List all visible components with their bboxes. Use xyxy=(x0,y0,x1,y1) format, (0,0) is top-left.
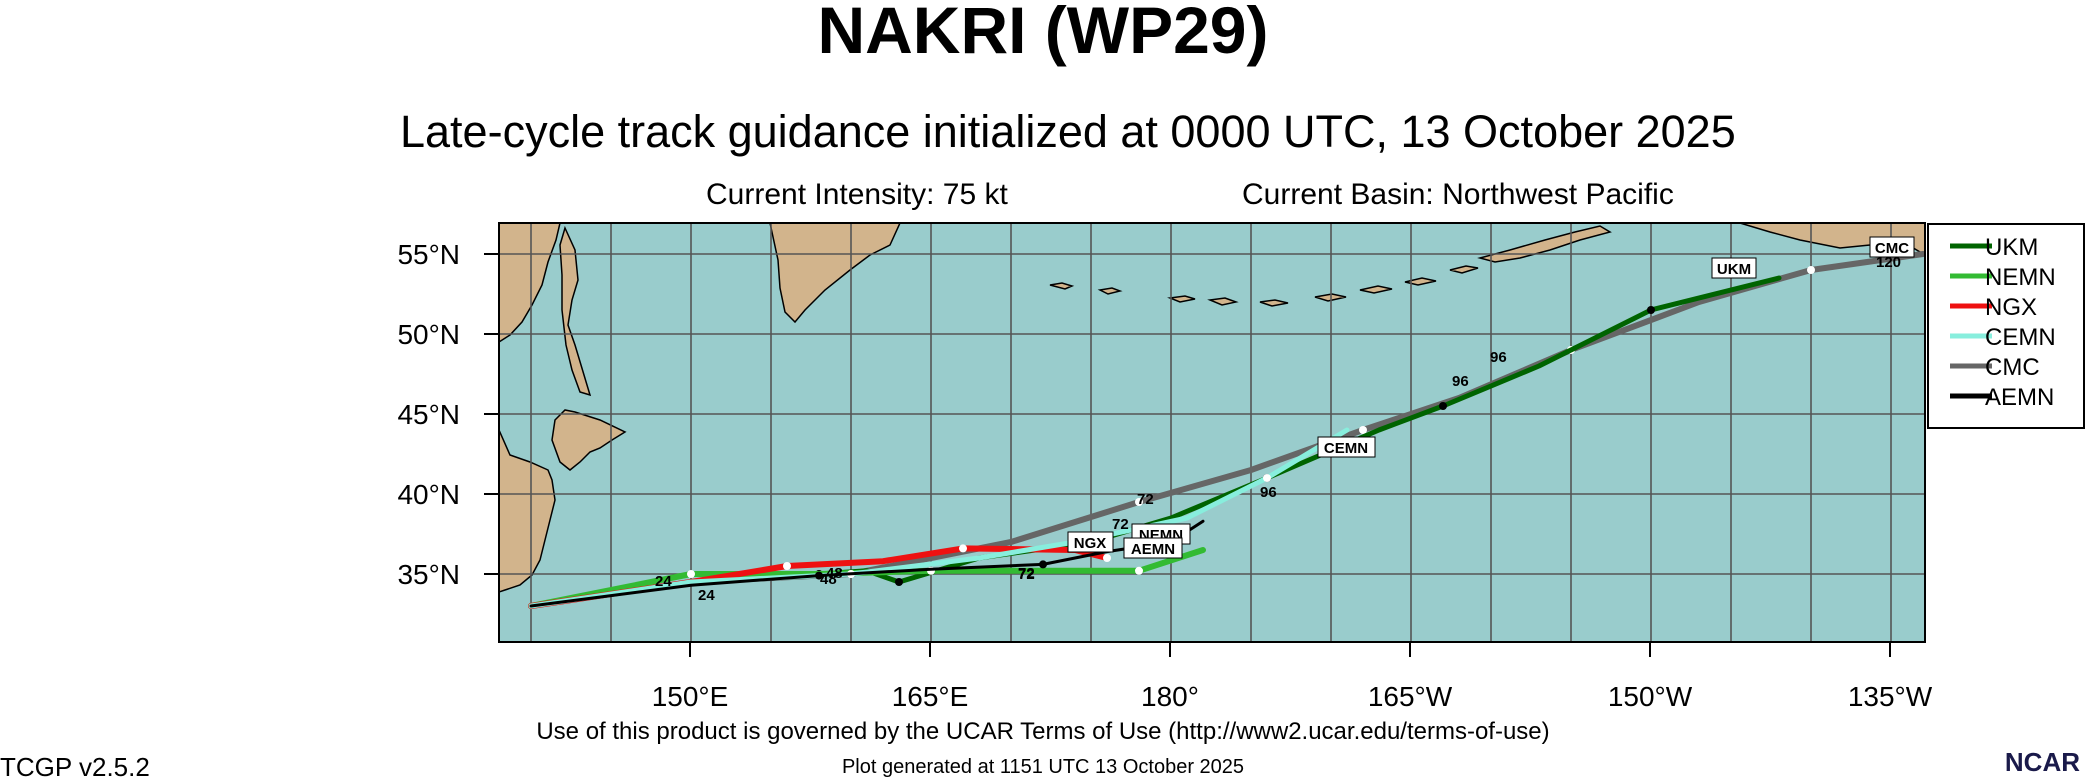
track-point-ngx xyxy=(959,544,967,553)
land-asia xyxy=(499,223,561,343)
lon-label-180: 180° xyxy=(1141,681,1199,712)
land-honshu xyxy=(499,429,556,593)
current-basin: Current Basin: Northwest Pacific xyxy=(1242,178,1674,211)
track-label-aemn: AEMN xyxy=(1123,537,1183,559)
track-label-boxes: UKM CMC CEMN NEMN NGX AEMN xyxy=(1067,236,1915,559)
svg-text:CMC: CMC xyxy=(1875,240,1909,257)
track-label-ukm: UKM xyxy=(1711,257,1757,279)
track-point-nemn xyxy=(1135,566,1143,575)
lon-label-150w: 150°W xyxy=(1608,681,1693,712)
graticule xyxy=(499,223,1925,642)
hour-label: 96 xyxy=(1260,484,1277,501)
hour-label: 48 xyxy=(820,571,837,588)
hour-label: 48 xyxy=(826,565,843,582)
track-point-ukm xyxy=(895,578,903,586)
legend-label-cemn: CEMN xyxy=(1985,324,2056,351)
svg-text:UKM: UKM xyxy=(1717,261,1751,278)
track-point-cmc xyxy=(1359,426,1367,434)
legend-label-ukm: UKM xyxy=(1985,234,2038,261)
svg-text:AEMN: AEMN xyxy=(1131,541,1175,558)
track-point-cemn xyxy=(1263,474,1271,482)
lat-label-40: 40°N xyxy=(397,479,460,510)
footer-generated: Plot generated at 1151 UTC 13 October 20… xyxy=(841,756,1245,778)
lat-label-45: 45°N xyxy=(397,399,460,430)
lon-label-135w: 135°W xyxy=(1848,681,1933,712)
map-frame xyxy=(498,222,1926,643)
lon-label-150e: 150°E xyxy=(652,681,729,712)
page-title: NAKRI (WP29) xyxy=(817,0,1269,67)
land-sakhalin xyxy=(559,225,592,397)
track-point-ukm xyxy=(1439,402,1447,410)
track-cemn xyxy=(528,427,1350,609)
track-point-ngx xyxy=(1103,554,1111,562)
legend-label-ngx: NGX xyxy=(1985,294,2037,321)
lon-axis: 150°E 165°E 180° 165°W 150°W 135°W xyxy=(652,681,1933,712)
lon-label-165e: 165°E xyxy=(892,681,969,712)
lat-label-35: 35°N xyxy=(397,559,460,590)
land-alaska-peninsula xyxy=(1477,225,1612,263)
forecast-hour-labels: 24 24 48 48 72 72 72 72 96 96 96 120 xyxy=(655,254,1901,604)
hour-label: 24 xyxy=(698,587,715,604)
lat-label-50: 50°N xyxy=(397,319,460,350)
current-intensity: Current Intensity: 75 kt xyxy=(706,178,1008,211)
footer-version: TCGP v2.5.2 xyxy=(0,752,150,782)
legend-label-nemn: NEMN xyxy=(1985,264,2056,291)
legend-label-cmc: CMC xyxy=(1985,354,2040,381)
lat-axis: 55°N 50°N 45°N 40°N 35°N xyxy=(397,239,460,590)
track-label-ngx: NGX xyxy=(1067,531,1114,553)
land-hokkaido xyxy=(551,409,627,471)
hour-label: 72 xyxy=(1018,565,1035,582)
hour-label: 96 xyxy=(1452,373,1469,390)
track-label-cemn: CEMN xyxy=(1317,436,1376,458)
page-subtitle: Late-cycle track guidance initialized at… xyxy=(400,106,1736,157)
svg-text:CEMN: CEMN xyxy=(1324,440,1368,457)
legend: UKM NEMN NGX CEMN CMC AEMN xyxy=(1927,223,2085,429)
lat-ticks xyxy=(484,253,499,575)
track-point-ngx xyxy=(783,562,791,570)
hour-label: 72 xyxy=(1112,516,1129,533)
track-point-cmc xyxy=(1135,498,1143,506)
hour-label: 120 xyxy=(1876,254,1901,271)
hour-label: 96 xyxy=(1490,349,1507,366)
land-masses xyxy=(499,223,1925,593)
track-point-aemn xyxy=(1039,560,1047,569)
lat-label-55: 55°N xyxy=(397,239,460,270)
track-point-cmc xyxy=(1807,266,1815,274)
hour-label: 24 xyxy=(655,573,672,590)
hour-label: 72 xyxy=(1018,566,1035,583)
lon-label-165w: 165°W xyxy=(1368,681,1453,712)
hour-label: 72 xyxy=(1137,491,1154,508)
land-kamchatka xyxy=(769,223,901,324)
legend-label-aemn: AEMN xyxy=(1985,384,2054,411)
svg-text:NGX: NGX xyxy=(1074,535,1107,552)
footer-terms: Use of this product is governed by the U… xyxy=(536,718,1550,745)
land-aleutians xyxy=(1049,265,1479,307)
track-point-aemn xyxy=(815,571,823,580)
lon-ticks xyxy=(689,642,1891,657)
track-label-cmc: CMC xyxy=(1869,236,1915,258)
ncar-logo: NCAR xyxy=(2004,747,2080,777)
track-point-ukm xyxy=(1647,306,1655,314)
track-point-nemn xyxy=(687,570,695,578)
